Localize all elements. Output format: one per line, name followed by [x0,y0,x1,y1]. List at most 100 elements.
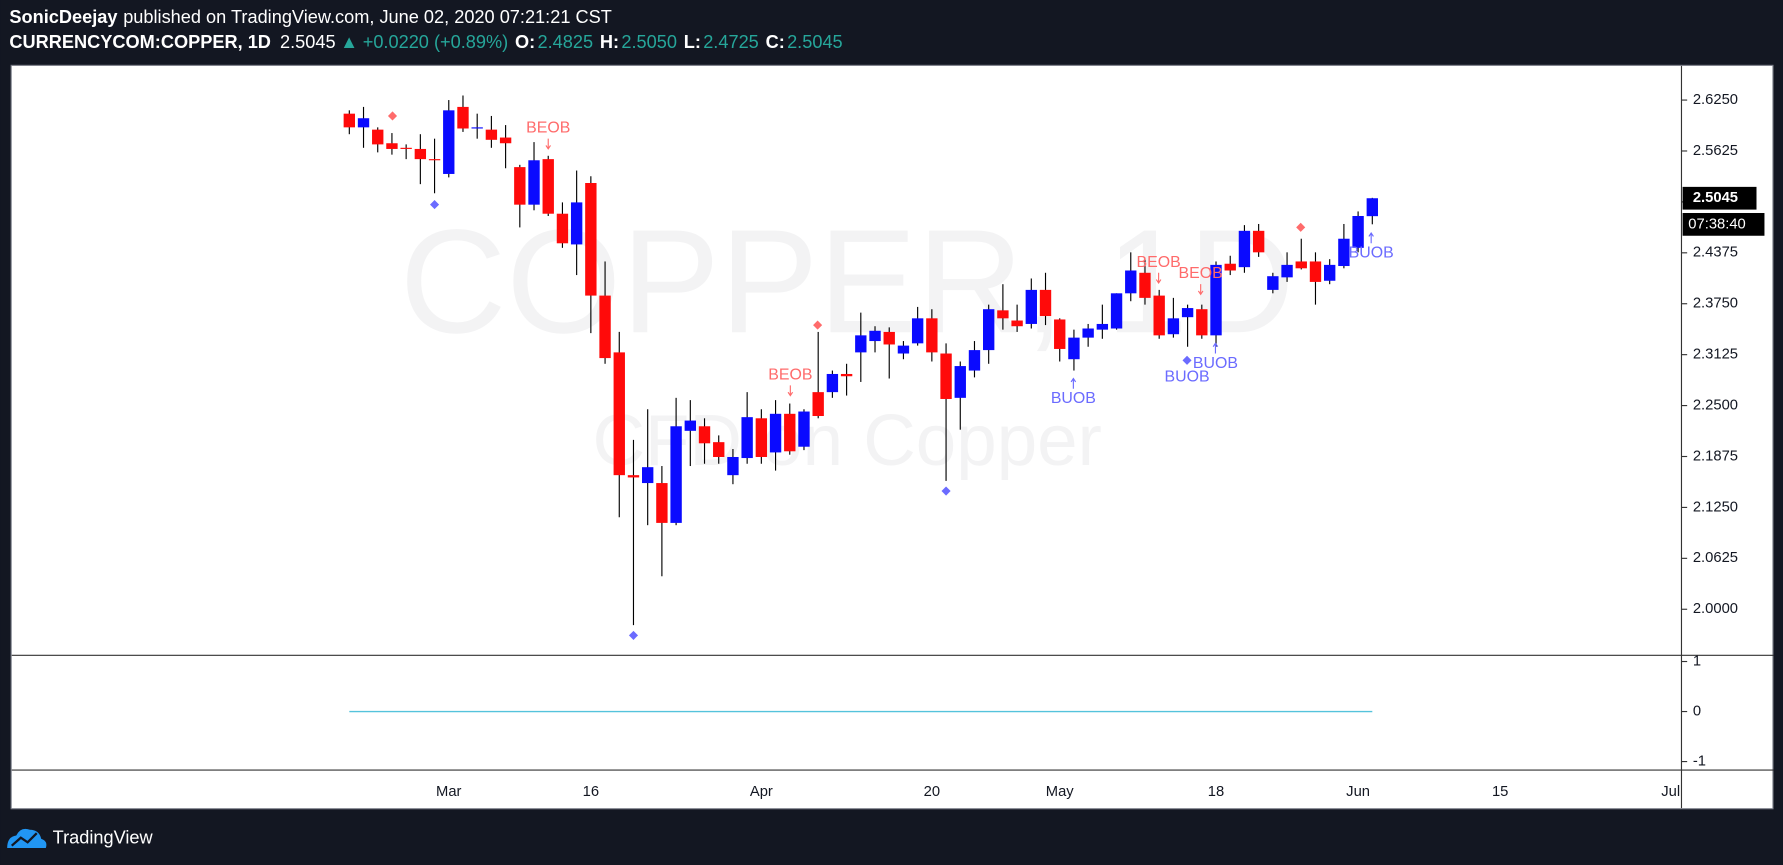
candle-body [585,183,597,296]
x-tick-label: 20 [924,784,940,800]
x-tick-label: Jun [1346,784,1370,800]
y-tick-label: 2.1250 [1693,499,1738,515]
candle-body [670,426,682,523]
candle-body [798,411,810,447]
candle-body [514,167,526,205]
candle-body [499,137,512,144]
y-tick-label: 2.3750 [1693,296,1738,312]
y-tick-label: 2.3125 [1693,347,1738,363]
last: 2.5045 [280,32,336,52]
candle-body [1366,198,1378,217]
candle-body [741,417,753,459]
annotation: BEOB [768,366,812,383]
candle-body [428,159,441,161]
annotation: BEOB [526,120,570,137]
c: 2.5045 [787,32,843,52]
candle-body [343,113,355,128]
candle-body [883,331,895,345]
watermark: COPPER, 1D [400,199,1295,364]
candle-body [528,160,540,205]
symbol: CURRENCYCOM:COPPER, 1D [9,32,271,52]
l-label: L: [684,32,701,52]
y-tick-label: 2.1875 [1693,448,1738,464]
annotation: BUOB [1051,390,1096,407]
candle-body [769,413,782,453]
candle-body [485,129,498,140]
logo-line [10,832,38,847]
x-tick-label: Jul [1661,784,1680,800]
countdown-tag [1682,213,1765,236]
x-tick-label: 18 [1208,784,1224,800]
candle-body [400,147,412,149]
annotation: BUOB [1164,369,1209,386]
candle-body [1252,230,1265,253]
candle-body [1295,261,1307,269]
author: SonicDeejay [9,7,118,27]
candle-body [911,318,924,344]
candle-body [727,456,739,476]
annotation-arrow [545,138,551,150]
annotation-arrow [787,385,794,397]
annotation-arrow [1155,272,1162,285]
pivot-marker [430,200,440,210]
annotation-arrow [1070,377,1077,389]
candle-body [386,143,398,149]
candle-body [1153,295,1165,336]
candle-body [926,318,938,353]
candle-body [812,392,824,417]
candle-body [372,129,384,145]
x-tick-label: 15 [1492,784,1508,800]
header-line-1: SonicDeejay published on TradingView.com,… [9,7,611,27]
y-tick-label: 2.6250 [1693,92,1738,108]
candle-body [1352,215,1364,248]
candle-body [684,420,696,431]
o-label: O: [515,32,535,52]
annotation-arrow [1197,284,1204,296]
candle-body [627,475,640,478]
candle-body [968,350,981,371]
annotation-arrow [1368,231,1374,244]
candle-body [1054,319,1066,349]
x-tick-label: Apr [750,784,773,800]
y-tick-label: 2.5625 [1693,143,1738,159]
candle-body [1196,309,1208,336]
annotation: BEOB [1137,254,1181,271]
candle-body [570,202,583,245]
x-tick-label: Mar [436,784,462,800]
watermark-sub: CFD on Copper [592,400,1101,481]
pivot-marker [941,486,951,496]
candle-body [840,373,853,377]
candle-body [940,353,952,399]
candle-body [1167,318,1180,335]
candle-body [1324,264,1336,281]
arrow: ▲ [340,32,358,52]
candle-body [755,418,768,457]
y-tick-label: 2.0625 [1693,550,1738,566]
y-tick-label: 1 [1693,653,1701,669]
annotation: BEOB [1179,265,1223,282]
candle-body [1139,272,1151,298]
x-tick-label: May [1046,784,1075,800]
candle-body [1181,308,1194,318]
logo [7,828,47,848]
l: 2.4725 [703,32,759,52]
candle-body [855,335,867,353]
candle-body [457,106,469,129]
x-tick-label: 16 [583,784,599,800]
y-tick-label: 2.4375 [1693,245,1738,261]
c-label: C: [766,32,785,52]
y-tick-label: 0 [1693,703,1701,719]
last-price-label: 2.5045 [1693,190,1738,206]
candle-body [357,118,370,128]
header-line-2: CURRENCYCOM:COPPER, 1D 2.5045 ▲ +0.0220 (+0… [9,32,842,52]
candle-body [443,110,455,174]
candle-body [1338,238,1350,267]
candle-body [1267,276,1279,290]
candle-body [983,309,995,351]
candle-body [1068,337,1080,360]
change: +0.0220 (+0.89%) [363,32,508,52]
pivot-marker [813,320,823,330]
